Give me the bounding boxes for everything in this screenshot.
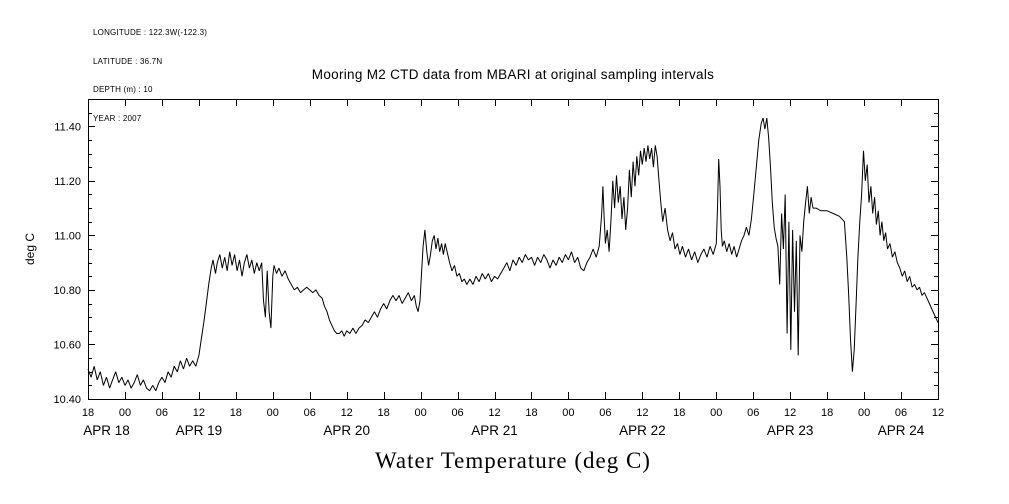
x-hour-tick-label: 06 [747, 407, 759, 419]
x-hour-tick-label: 00 [414, 407, 426, 419]
x-date-label: APR 24 [878, 423, 925, 438]
x-hour-tick-label: 06 [304, 407, 316, 419]
chart-title: Mooring M2 CTD data from MBARI at origin… [311, 67, 715, 82]
x-hour-tick-label: 12 [193, 407, 205, 419]
x-hour-tick-label: 06 [156, 407, 168, 419]
x-date-label: APR 21 [471, 423, 518, 438]
x-date-label: APR 23 [767, 423, 814, 438]
y-tick-label: 10.40 [53, 394, 81, 406]
metadata-block: LONGITUDE : 122.3W(-122.3) LATITUDE : 36… [93, 9, 207, 142]
year-text: YEAR : 2007 [93, 113, 142, 123]
x-hour-tick-label: 18 [378, 407, 390, 419]
x-hour-tick-label: 18 [230, 407, 242, 419]
x-hour-tick-label: 00 [858, 407, 870, 419]
x-hour-tick-label: 18 [82, 407, 94, 419]
x-hour-tick-label: 18 [821, 407, 833, 419]
x-date-label: APR 22 [619, 423, 666, 438]
x-hour-tick-label: 12 [341, 407, 353, 419]
x-hour-tick-label: 00 [119, 407, 131, 419]
y-tick-label: 10.60 [53, 339, 81, 351]
x-hour-tick-label: 12 [932, 407, 944, 419]
latitude-text: LATITUDE : 36.7N [93, 56, 163, 66]
x-date-label: APR 19 [176, 423, 223, 438]
x-date-label: APR 20 [323, 423, 370, 438]
longitude-text: LONGITUDE : 122.3W(-122.3) [93, 28, 208, 37]
x-hour-tick-label: 00 [562, 407, 574, 419]
x-hour-tick-label: 06 [451, 407, 463, 419]
plot-frame [88, 99, 939, 400]
x-axis-title: Water Temperature (deg C) [375, 448, 651, 473]
x-hour-tick-label: 00 [267, 407, 279, 419]
x-hour-tick-label: 12 [488, 407, 500, 419]
axes [88, 99, 939, 400]
y-tick-label: 11.40 [54, 121, 81, 133]
depth-text: DEPTH (m) : 10 [93, 85, 153, 94]
axis-tick-labels: 18 00 06 12 18 00 06 12 18 00 06 12 18 00 06 12 18 00 06 12… [53, 121, 944, 438]
x-date-label: APR 18 [83, 423, 130, 438]
x-hour-tick-label: 12 [784, 407, 796, 419]
temperature-trace [87, 117, 939, 392]
y-tick-label: 10.80 [53, 285, 81, 297]
x-hour-tick-label: 12 [636, 407, 648, 419]
x-hour-tick-label: 06 [599, 407, 611, 419]
y-tick-label: 11.20 [54, 176, 81, 188]
x-hour-tick-label: 18 [673, 407, 685, 419]
x-hour-tick-label: 06 [895, 407, 907, 419]
x-hour-tick-label: 18 [525, 407, 537, 419]
y-tick-label: 11.00 [54, 230, 81, 242]
x-hour-tick-label: 00 [710, 407, 722, 419]
